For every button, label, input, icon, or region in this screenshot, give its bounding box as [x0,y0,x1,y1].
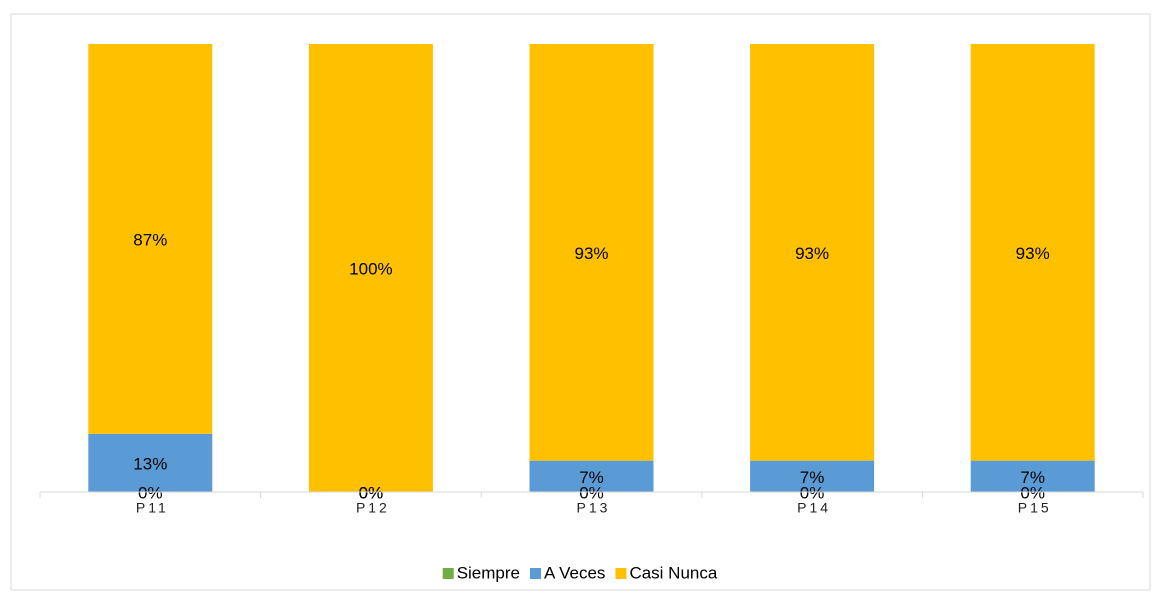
data-label: 93% [574,244,608,263]
x-tick-label: P14 [797,500,831,516]
data-label: 87% [133,230,167,249]
data-label: 0% [579,483,604,502]
data-label: 0% [138,483,163,502]
data-label: 93% [795,244,829,263]
legend-label: Siempre [457,563,520,582]
x-tick-label: P13 [577,500,611,516]
x-tick-label: P12 [356,500,390,516]
data-label: 100% [349,259,392,278]
bar-segment [88,433,213,492]
legend-swatch [615,568,627,579]
bar-segment [88,44,213,434]
bar-segment [750,44,875,461]
legend-label: Casi Nunca [629,563,717,582]
legend-label: A Veces [544,563,605,582]
bar-segment [750,460,875,492]
data-label: 7% [800,468,825,487]
bar-segment [970,460,1095,492]
data-label: 0% [800,483,825,502]
legend-swatch [442,568,454,579]
data-label: 13% [133,454,167,473]
data-label: 7% [579,468,604,487]
data-label: 0% [359,483,384,502]
data-label: 7% [1020,468,1045,487]
bar-segment [529,460,654,492]
x-tick-label: P15 [1018,500,1052,516]
bar-segment [529,44,654,461]
data-label: 0% [359,483,384,502]
legend-swatch [530,568,541,579]
bar-segment [308,44,433,492]
data-label: 0% [1020,483,1045,502]
x-tick-label: P11 [136,500,169,516]
bar-segment [970,44,1095,461]
data-label: 93% [1016,244,1050,263]
